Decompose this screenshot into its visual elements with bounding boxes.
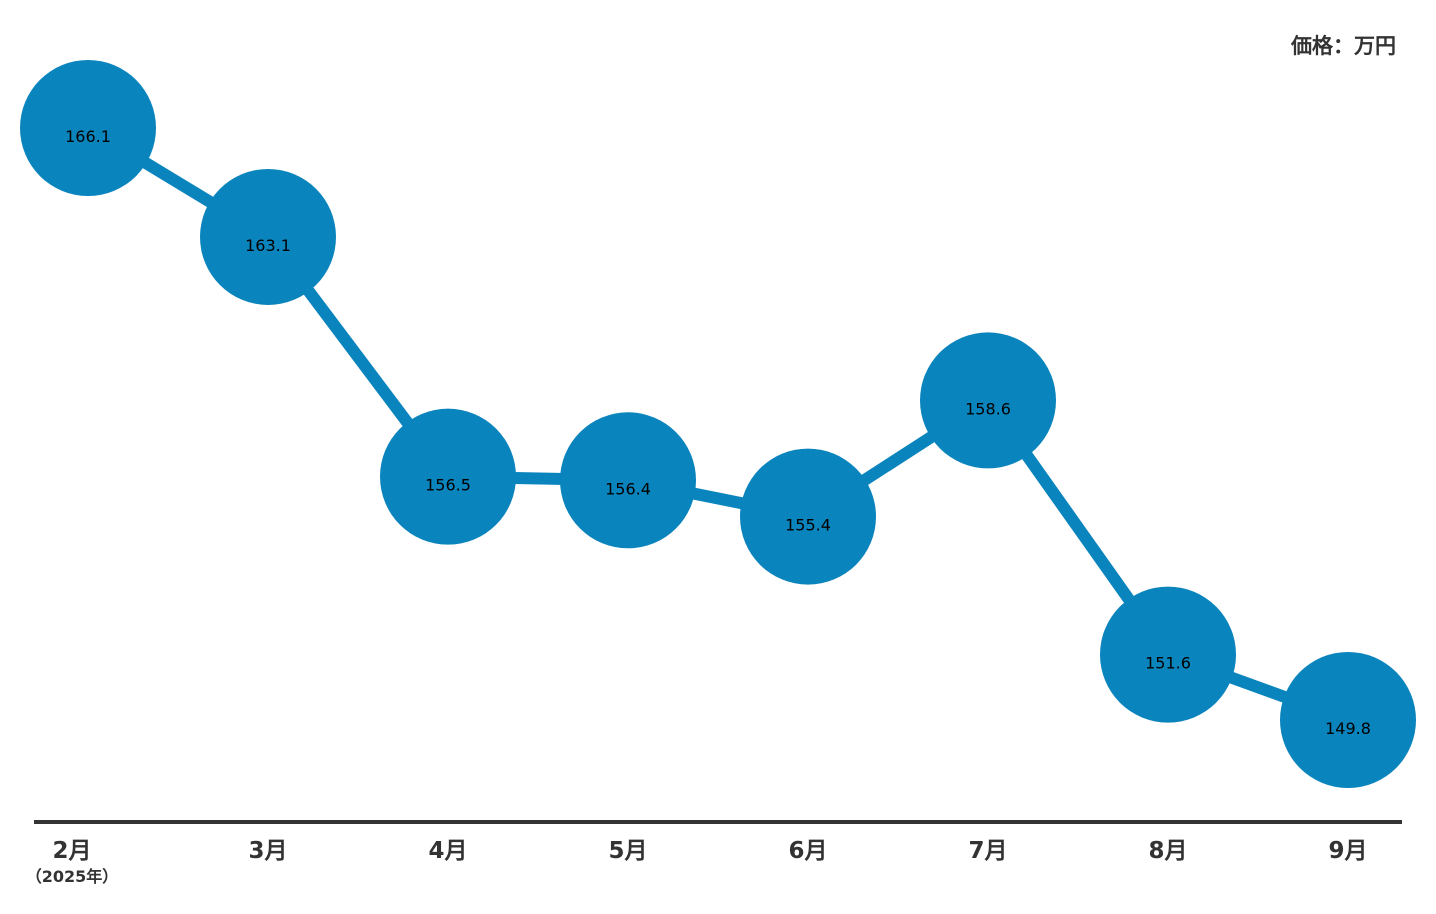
x-tick-label: 9月	[1328, 838, 1367, 864]
data-label-dec: .4	[636, 479, 651, 498]
data-label: 156.5	[425, 476, 471, 495]
data-label: 163.1	[245, 236, 291, 255]
data-label-int: 151	[1145, 654, 1176, 673]
x-tick-label: 3月	[248, 838, 287, 864]
data-point-4: 156.4	[560, 412, 696, 549]
x-tick-label: 8月	[1148, 838, 1187, 864]
data-point-marker	[740, 448, 876, 585]
data-label-int: 166	[65, 127, 96, 146]
data-label: 149.8	[1325, 719, 1371, 738]
data-point-8: 149.8	[1280, 652, 1416, 788]
data-label-dec: .4	[816, 516, 831, 535]
data-label-dec: .8	[1356, 719, 1371, 738]
data-point-5: 155.4	[740, 448, 876, 585]
x-tick-label: 5月	[608, 838, 647, 864]
x-tick-label: 2月	[52, 838, 91, 864]
data-label-int: 155	[785, 516, 816, 535]
data-label-int: 149	[1325, 719, 1356, 738]
data-point-marker	[380, 408, 516, 545]
data-label: 151.6	[1145, 654, 1191, 673]
x-tick-labels: 2月 （2025年） 3月 4月 5月 6月 7月 8月 9月	[26, 838, 1368, 886]
x-tick-label: 4月	[428, 838, 467, 864]
data-label-int: 156	[605, 479, 636, 498]
data-label: 158.6	[965, 399, 1011, 418]
x-tick-sublabel: （2025年）	[26, 867, 119, 886]
data-point-marker	[560, 412, 696, 549]
data-point-marker	[200, 168, 336, 305]
data-point-7: 151.6	[1100, 586, 1236, 723]
data-label-dec: .6	[1176, 654, 1191, 673]
x-tick-label: 6月	[788, 838, 827, 864]
data-point-marker	[1280, 652, 1416, 788]
data-point-2: 163.1	[200, 168, 336, 305]
unit-label: 価格：万円	[1291, 34, 1396, 58]
data-point-3: 156.5	[380, 408, 516, 545]
data-label: 166.1	[65, 127, 111, 146]
data-point-marker	[20, 60, 156, 196]
data-label-dec: .6	[996, 399, 1011, 418]
data-label-int: 158	[965, 399, 996, 418]
data-label: 156.4	[605, 479, 651, 498]
x-tick-label: 7月	[968, 838, 1007, 864]
data-point-1: 166.1	[20, 60, 156, 196]
data-point-6: 158.6	[920, 332, 1056, 469]
data-label-int: 156	[425, 476, 456, 495]
data-label-dec: .1	[96, 127, 111, 146]
data-point-marker	[1100, 586, 1236, 723]
data-label-dec: .1	[276, 236, 291, 255]
data-label: 155.4	[785, 516, 831, 535]
data-point-marker	[920, 332, 1056, 469]
data-label-dec: .5	[456, 476, 471, 495]
data-label-int: 163	[245, 236, 276, 255]
